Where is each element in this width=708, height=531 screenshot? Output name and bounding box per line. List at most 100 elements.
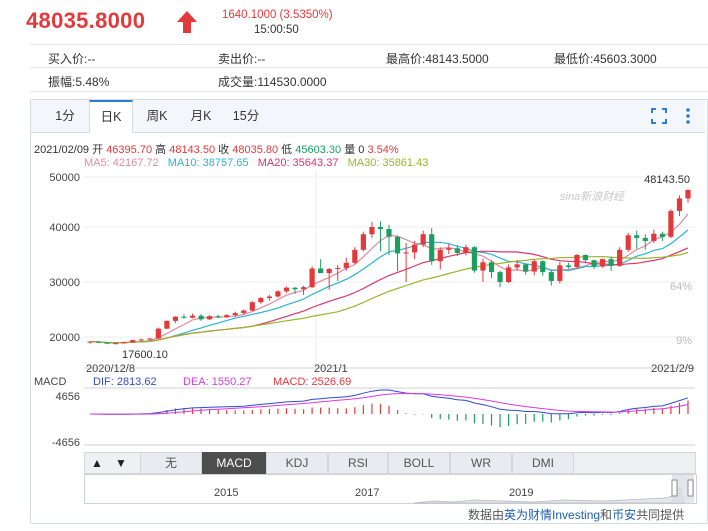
indicator-none[interactable]: 无 [140, 452, 202, 474]
max-price-label: 48143.50 [644, 174, 690, 186]
high-price: 最高价:48143.5000 [386, 52, 489, 66]
candle [471, 246, 478, 273]
candle [104, 342, 110, 345]
candle [608, 256, 614, 272]
info-row: 振幅:5.48% 成交量:114530.0000 [30, 67, 708, 92]
indicator-boll[interactable]: BOLL [388, 452, 450, 474]
y-tick: 50000 [49, 172, 80, 184]
indicator-macd[interactable]: MACD [202, 452, 266, 474]
candle [232, 311, 238, 317]
candle [394, 235, 401, 272]
candle [155, 327, 161, 340]
macd-title: MACD [34, 376, 66, 388]
candle [215, 314, 221, 319]
candle [506, 264, 512, 284]
indicator-kdj[interactable]: KDJ [266, 452, 328, 474]
tab-15min[interactable]: 15分 [232, 109, 260, 123]
candle [548, 270, 554, 286]
dea-legend: DEA: 1550.27 [183, 376, 252, 388]
candle [189, 313, 196, 319]
candle [634, 230, 640, 249]
dif-legend: DIF: 2813.62 [93, 376, 157, 388]
candle [369, 221, 375, 238]
low-price: 最低价:45603.3000 [554, 52, 657, 66]
range-navigator[interactable] [84, 474, 697, 504]
investing-link[interactable]: 英为财情Investing [504, 508, 601, 522]
candle [335, 264, 341, 281]
dea-line [90, 392, 689, 415]
candle [224, 314, 230, 318]
dif-line [89, 389, 689, 415]
ma-legend: MA5: 42167.72 MA10: 38757.65 MA20: 35643… [84, 157, 428, 169]
macd-y-tick: -4656 [52, 437, 80, 449]
candle [343, 257, 349, 271]
fullscreen-icon[interactable] [651, 108, 667, 124]
tab-1min[interactable]: 1分 [55, 109, 75, 123]
candle [130, 339, 136, 343]
indicator-wr[interactable]: WR [450, 452, 512, 474]
amplitude: 振幅:5.48% [48, 75, 110, 89]
ma30-legend: MA30: 35861.43 [347, 157, 429, 169]
candle [360, 231, 366, 252]
candle [565, 262, 571, 269]
candle [249, 301, 255, 312]
quote-time: 15:00:50 [254, 24, 299, 36]
data-source-footer: 数据由英为财情Investing和币安共同提供 [468, 506, 684, 523]
candle [582, 254, 589, 264]
candle [668, 209, 674, 239]
candle [138, 338, 144, 342]
candle [113, 342, 119, 345]
more-icon[interactable] [683, 107, 693, 125]
navigator-handle-left[interactable] [671, 479, 678, 497]
tab-monthly[interactable]: 月K [190, 109, 212, 123]
candle [121, 341, 127, 344]
indicator-dmi[interactable]: DMI [512, 452, 574, 474]
y-tick: 20000 [49, 332, 80, 344]
indicator-rsi[interactable]: RSI [328, 452, 388, 474]
tab-weekly[interactable]: 周K [146, 109, 168, 123]
candle [497, 270, 503, 288]
candle [95, 341, 102, 343]
tab-daily[interactable]: 日K [89, 100, 133, 133]
vol-value: 0 [358, 144, 365, 156]
navigator-chart[interactable]: 2015 2017 2019 [84, 474, 697, 504]
quote-header: 48035.8000 1640.1000 (3.5350%) 15:00:50 [0, 0, 708, 44]
candle [617, 247, 623, 267]
nav-down-button[interactable]: ▼ [115, 456, 127, 470]
y-tick: 40000 [49, 222, 80, 234]
candle [275, 290, 281, 298]
candle [642, 234, 648, 250]
high-label: 高 [155, 144, 167, 156]
nav-year: 2017 [355, 487, 379, 499]
candle [198, 314, 204, 321]
high-value: 48143.50 [169, 144, 216, 156]
candle [599, 258, 606, 268]
close-value: 48035.80 [232, 144, 279, 156]
candle [676, 195, 683, 217]
candle [429, 228, 435, 265]
candle [659, 231, 665, 241]
footer-suffix: 共同提供 [636, 508, 685, 522]
open-label: 开 [92, 144, 104, 156]
x-label: 2021/2/9 [651, 363, 694, 375]
right-pct-label: 64% [670, 281, 692, 293]
candle [87, 341, 93, 344]
quote-info-grid: 买入价:-- 卖出价:-- 最高价:48143.5000 最低价:45603.3… [30, 44, 708, 92]
candle [172, 316, 179, 323]
candle [514, 260, 520, 271]
candle [352, 247, 358, 264]
candle [241, 309, 247, 315]
nav-up-button[interactable]: ▲ [91, 456, 103, 470]
candle [574, 253, 580, 270]
binance-link[interactable]: 币安 [612, 508, 637, 522]
candle [403, 243, 409, 282]
info-row: 买入价:-- 卖出价:-- 最高价:48143.5000 最低价:45603.3… [30, 44, 708, 68]
ma20-legend: MA20: 35643.37 [257, 157, 339, 169]
candle [454, 245, 460, 257]
candle [283, 286, 290, 293]
ma5-legend: MA5: 42167.72 [84, 157, 159, 169]
x-label: 2020/12/8 [86, 363, 135, 375]
candle [326, 267, 332, 290]
navigator-handle-right[interactable] [687, 479, 694, 497]
